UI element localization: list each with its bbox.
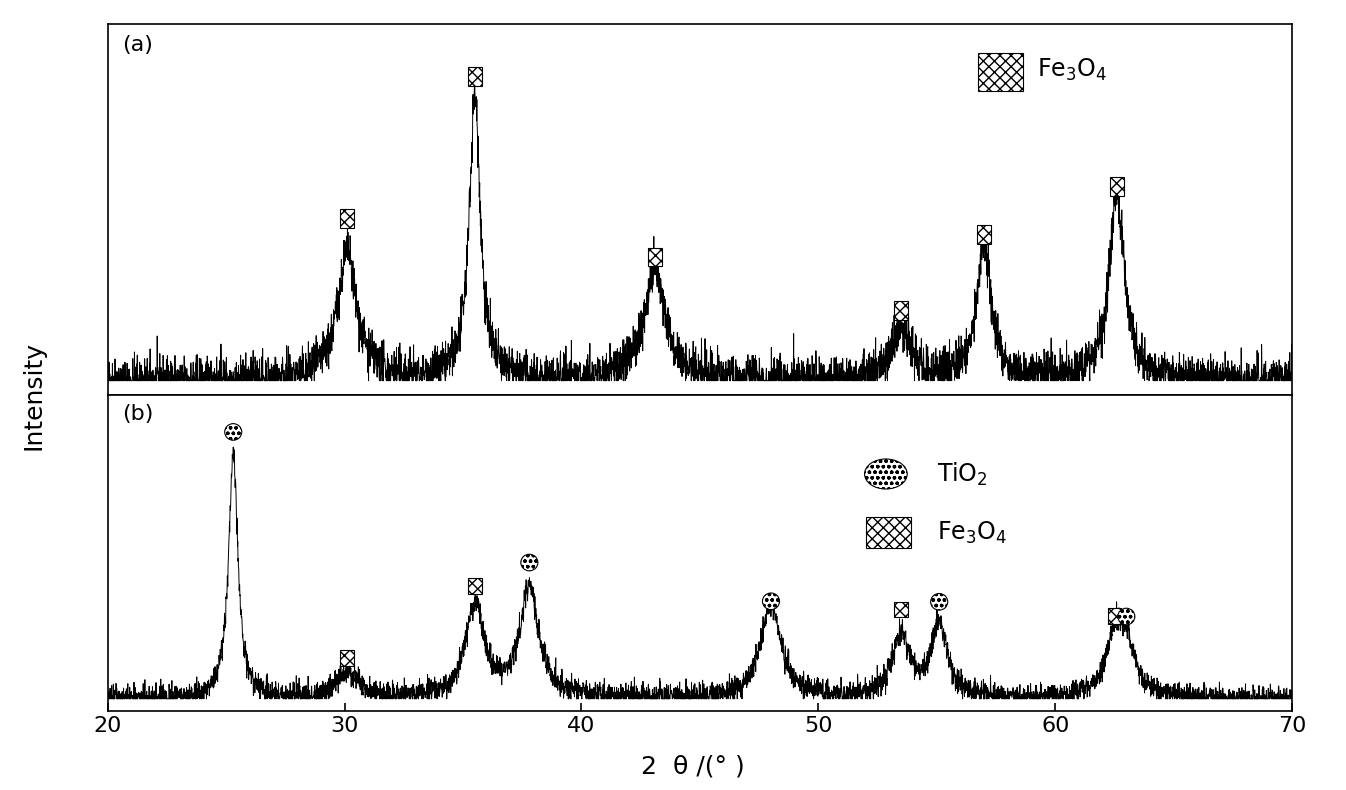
Text: 2  θ /(° ): 2 θ /(° ) xyxy=(641,754,746,778)
Bar xyxy=(468,578,482,594)
Text: $\rm Fe_3O_4$: $\rm Fe_3O_4$ xyxy=(937,519,1007,546)
Bar xyxy=(341,650,354,666)
Bar xyxy=(1110,177,1124,196)
Bar xyxy=(977,225,991,244)
Text: (a): (a) xyxy=(122,35,152,55)
Ellipse shape xyxy=(521,555,538,571)
Ellipse shape xyxy=(1117,608,1135,625)
Bar xyxy=(979,54,1023,91)
Text: (b): (b) xyxy=(122,404,153,424)
Bar xyxy=(341,209,354,228)
Text: Intensity: Intensity xyxy=(22,340,46,450)
Bar xyxy=(865,517,911,548)
Ellipse shape xyxy=(864,459,907,489)
Bar xyxy=(894,301,909,320)
Bar xyxy=(468,67,482,86)
Bar xyxy=(647,248,662,266)
Text: $\rm Fe_3O_4$: $\rm Fe_3O_4$ xyxy=(1038,57,1108,83)
Ellipse shape xyxy=(762,593,779,610)
Ellipse shape xyxy=(930,593,948,610)
Bar xyxy=(1108,608,1121,624)
Text: $\rm TiO_2$: $\rm TiO_2$ xyxy=(937,461,988,487)
Ellipse shape xyxy=(225,423,242,440)
Bar xyxy=(894,602,909,618)
